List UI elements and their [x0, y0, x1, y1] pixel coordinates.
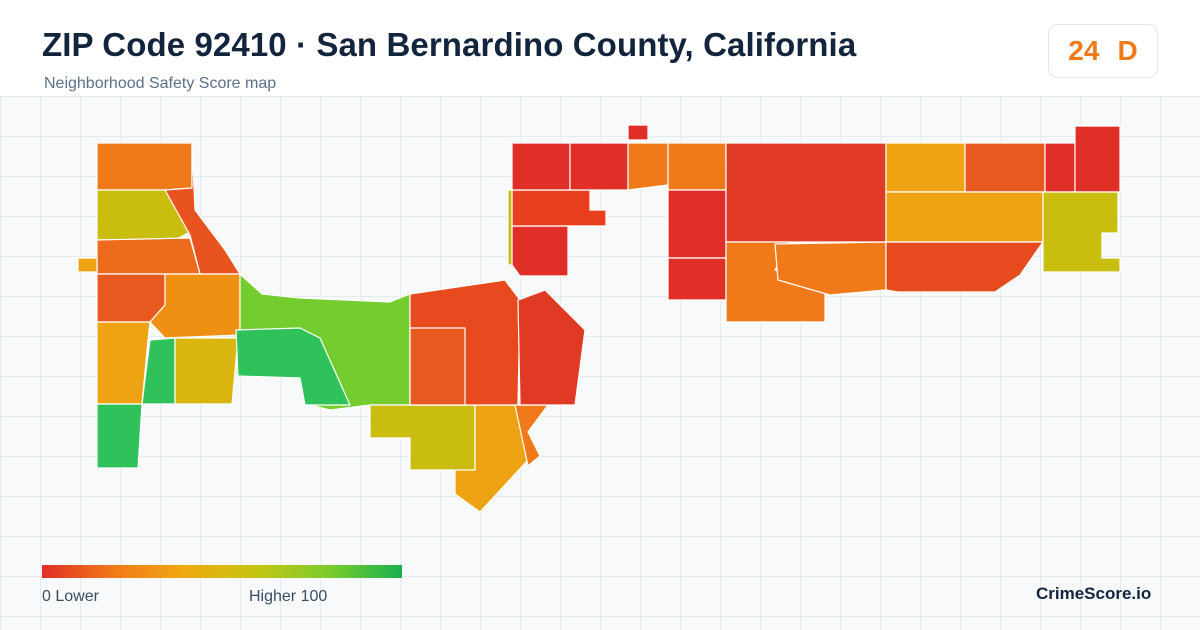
page-title: ZIP Code 92410 · San Bernardino County, … [42, 26, 857, 63]
score-grade: D [1117, 35, 1138, 66]
map-region[interactable] [885, 142, 966, 193]
map-region[interactable] [96, 403, 143, 469]
map-region[interactable] [1042, 191, 1121, 273]
map-region[interactable] [667, 142, 727, 191]
map-region[interactable] [774, 241, 887, 296]
score-value: 24 [1068, 35, 1100, 66]
map-regions [77, 124, 1121, 513]
map-region[interactable] [667, 257, 727, 301]
score-badge: 24 D [1048, 24, 1158, 78]
map-region[interactable] [667, 189, 727, 259]
page-subtitle: Neighborhood Safety Score map [44, 75, 277, 92]
map-region[interactable] [885, 241, 1044, 293]
map-region[interactable] [1044, 142, 1076, 193]
map-region[interactable] [511, 225, 569, 277]
map-region[interactable] [96, 142, 193, 191]
map-region[interactable] [507, 189, 513, 266]
map-region[interactable] [1074, 125, 1121, 193]
map-region[interactable] [96, 189, 191, 241]
map-region[interactable] [96, 237, 201, 275]
map-region[interactable] [77, 257, 98, 273]
map-region[interactable] [964, 142, 1046, 193]
map-region[interactable] [96, 273, 166, 323]
legend-high-label: Higher 100 [249, 588, 328, 605]
map-region[interactable] [627, 124, 649, 141]
header-bar: ZIP Code 92410 · San Bernardino County, … [0, 0, 1200, 97]
legend-low-label: 0 Lower [42, 588, 99, 605]
map-region[interactable] [885, 191, 1044, 243]
map-region[interactable] [517, 289, 586, 406]
map-region[interactable] [174, 337, 239, 405]
map-region[interactable] [511, 142, 571, 191]
map-region[interactable] [235, 327, 351, 406]
map-region[interactable] [627, 142, 669, 191]
map-region[interactable] [369, 404, 476, 473]
legend-gradient-bar [42, 565, 402, 578]
map-region[interactable] [511, 189, 607, 227]
map-region[interactable] [96, 321, 151, 405]
map-region[interactable] [409, 327, 466, 406]
map-region[interactable] [725, 142, 887, 243]
brand-logo-text[interactable]: CrimeScore.io [1036, 584, 1152, 603]
map-region[interactable] [569, 142, 629, 191]
